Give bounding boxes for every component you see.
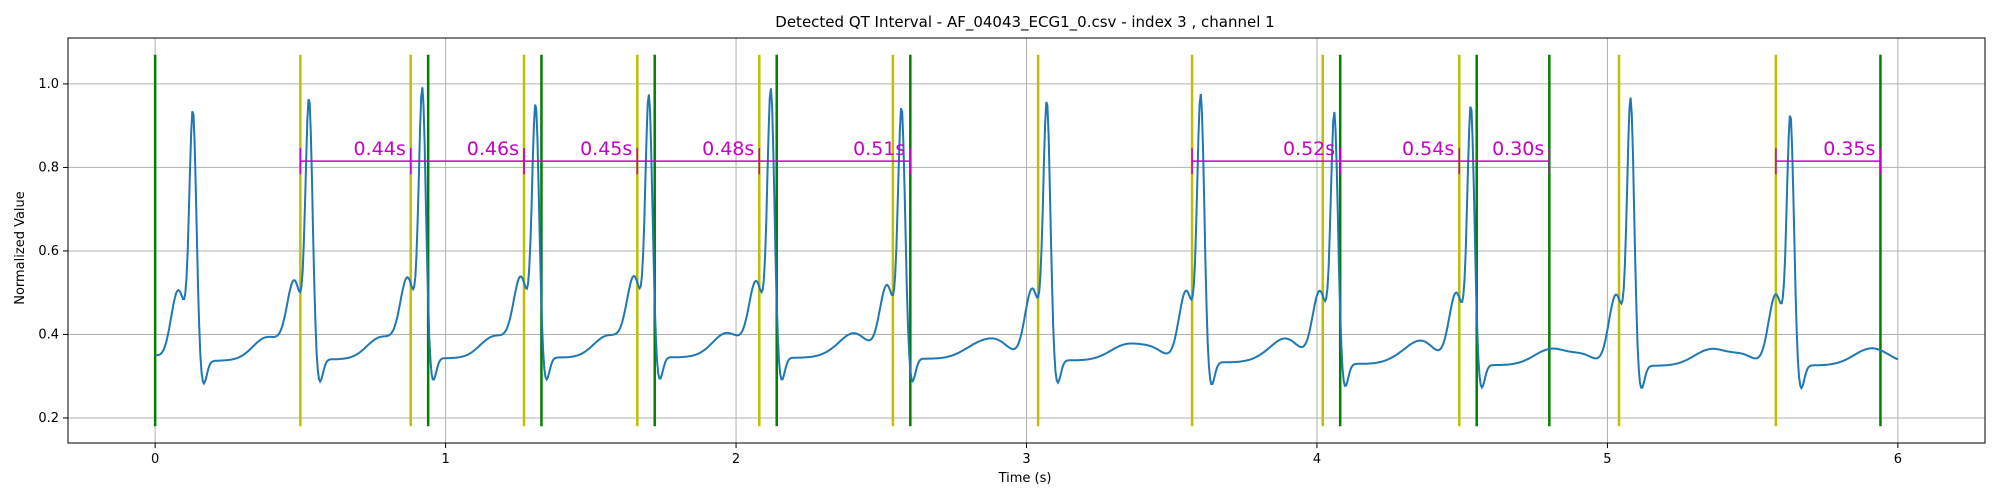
marker-lines [153,54,1882,427]
plot-frame [67,37,1986,444]
y-tick-label: 0.8 [38,160,59,175]
qt-intervals: 0.44s 0.46s 0.45s 0.48s 0.51s 0.52s 0.54s 0.30s… [299,138,1882,175]
chart-title: Detected QT Interval - AF_04043_ECG1_0.c… [775,13,1274,32]
ticks: 0 1 2 3 4 5 6 0.2 0.4 0.6 0.8 1.0 [38,77,1902,467]
qt-interval-label: 0.52s [1283,138,1335,160]
qt-interval-label: 0.46s [467,138,519,160]
y-tick-label: 0.4 [38,327,59,342]
qt-interval-label: 0.48s [702,138,754,160]
x-tick-label: 4 [1313,452,1321,467]
x-tick-label: 3 [1022,452,1030,467]
qt-interval-label: 0.35s [1823,138,1875,160]
y-axis-label: Normalized Value [13,191,28,305]
x-axis-label: Time (s) [998,471,1052,486]
y-tick-label: 1.0 [38,77,59,92]
ecg-signal-line [155,87,1899,391]
x-tick-label: 1 [441,452,449,467]
grid [68,38,1985,443]
y-tick-label: 0.2 [38,411,59,426]
qt-interval-label: 0.45s [580,138,632,160]
qt-interval-label: 0.54s [1402,138,1454,160]
signal [155,87,1899,391]
qt-interval-label: 0.44s [354,138,406,160]
qt-interval-label: 0.51s [853,138,905,160]
x-tick-label: 0 [151,452,159,467]
y-tick-label: 0.6 [38,244,59,259]
x-tick-label: 2 [732,452,740,467]
x-tick-label: 5 [1603,452,1611,467]
x-tick-label: 6 [1894,452,1902,467]
qt-interval-label: 0.30s [1492,138,1544,160]
